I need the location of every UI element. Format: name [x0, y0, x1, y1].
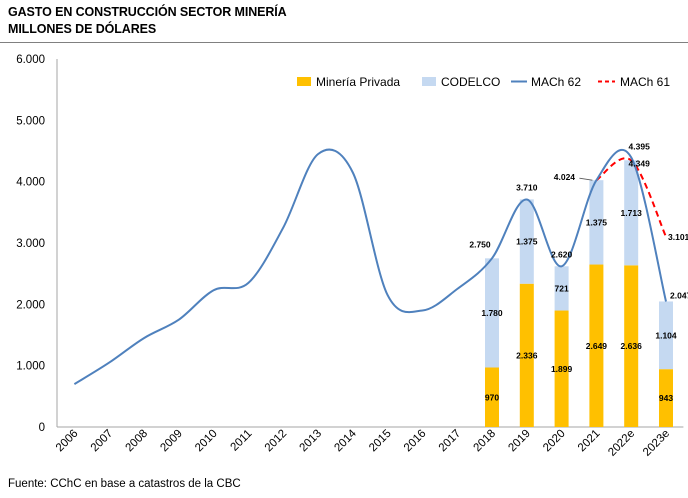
bar-mineria-privada [589, 264, 604, 427]
x-tick-label: 2006 [54, 428, 81, 455]
chart-subtitle: MILLONES DE DÓLARES [8, 22, 157, 36]
x-tick-label: 2015 [367, 428, 394, 455]
bar-mineria-privada [659, 369, 673, 427]
x-tick-label: 2016 [402, 428, 429, 455]
line-mach-61 [595, 157, 667, 238]
x-tick-label: 2022e [606, 428, 637, 459]
bar-label-mineria-privada: 1.899 [551, 364, 573, 374]
bar-codelco [485, 258, 499, 368]
bar-label-codelco: 1.780 [481, 308, 503, 318]
label-mach-62: 4.024 [554, 172, 576, 182]
x-tick-label: 2019 [506, 428, 533, 455]
x-tick-label: 2008 [124, 428, 151, 455]
bar-label-codelco: 1.713 [621, 208, 643, 218]
label-leader-line [579, 177, 593, 181]
bar-codelco [519, 199, 534, 284]
legend-swatch-mineria-privada [297, 77, 311, 86]
y-tick-label: 2.000 [16, 299, 45, 311]
x-tick-label: 2013 [298, 428, 325, 455]
bar-codelco [659, 301, 673, 370]
x-tick-label: 2023e [641, 428, 672, 459]
x-tick-label: 2018 [472, 428, 499, 455]
bar-codelco [624, 160, 639, 266]
bar-label-mineria-privada: 2.336 [516, 350, 538, 360]
legend-label-mach-62: MACh 62 [531, 75, 581, 89]
legend-label-mineria-privada: Minería Privada [316, 75, 400, 89]
legend-label-codelco: CODELCO [441, 75, 500, 89]
bar-codelco [554, 266, 569, 311]
bar-mineria-privada [624, 265, 639, 427]
title-divider [0, 42, 688, 43]
bar-label-mineria-privada: 2.636 [621, 341, 643, 351]
chart-title: GASTO EN CONSTRUCCIÓN SECTOR MINERÍA [8, 5, 287, 19]
x-tick-label: 2009 [158, 428, 185, 455]
legend-swatch-codelco [422, 77, 436, 86]
y-tick-label: 3.000 [16, 238, 45, 250]
label-mach-62: 2.620 [551, 249, 573, 259]
y-tick-label: 0 [39, 422, 45, 434]
bar-mineria-privada [554, 310, 569, 427]
bar-codelco [589, 180, 604, 265]
legend-label-mach-61: MACh 61 [620, 75, 670, 89]
label-mach-62: 3.710 [516, 182, 538, 192]
bar-mineria-privada [519, 283, 534, 427]
bar-label-mineria-privada: 970 [485, 392, 499, 402]
x-tick-label: 2010 [193, 428, 220, 455]
bar-label-codelco: 1.104 [655, 330, 677, 340]
label-mach-61: 3.101 [668, 232, 688, 242]
x-tick-label: 2020 [541, 428, 568, 455]
bar-label-mineria-privada: 2.649 [586, 341, 608, 351]
y-tick-label: 4.000 [16, 177, 45, 189]
y-tick-label: 6.000 [16, 54, 45, 66]
source-note: Fuente: CChC en base a catastros de la C… [8, 478, 241, 490]
x-tick-label: 2012 [263, 428, 290, 455]
x-tick-label: 2017 [437, 428, 464, 455]
label-mach-62: 2.750 [469, 239, 491, 249]
label-mach-62: 2.047 [670, 290, 688, 300]
bar-label-codelco: 1.375 [586, 217, 608, 227]
x-tick-label: 2007 [89, 428, 116, 455]
x-tick-label: 2014 [332, 427, 359, 454]
label-mach-62: 4.395 [629, 141, 651, 151]
y-tick-label: 5.000 [16, 115, 45, 127]
x-tick-label: 2011 [229, 428, 255, 454]
y-tick-label: 1.000 [16, 361, 45, 373]
bar-label-codelco: 721 [555, 283, 569, 293]
bar-label-mineria-privada: 943 [659, 393, 673, 403]
x-tick-label: 2021 [576, 428, 603, 455]
label-mach-61: 4.349 [629, 158, 651, 168]
bar-label-codelco: 1.375 [516, 237, 538, 247]
line-mach-62 [73, 148, 667, 385]
bar-mineria-privada [485, 367, 499, 427]
